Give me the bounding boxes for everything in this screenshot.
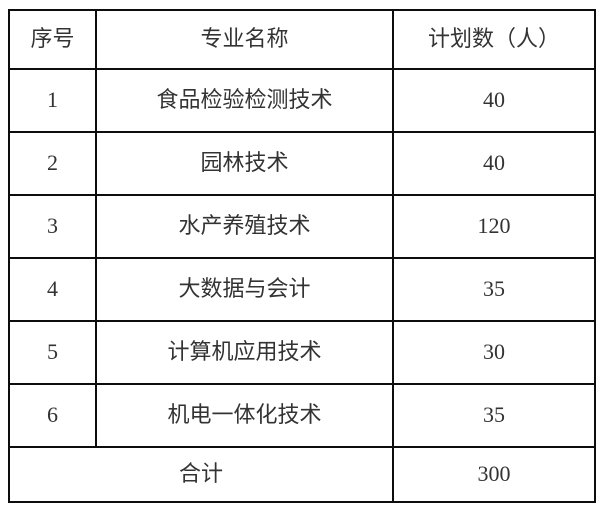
header-cell-serial-number: 序号 — [8, 9, 97, 70]
table-row: 1 食品检验检测技术 40 — [8, 68, 596, 133]
cell-major-name: 水产养殖技术 — [95, 194, 394, 259]
cell-serial-number: 4 — [8, 257, 97, 322]
table-row: 5 计算机应用技术 30 — [8, 320, 596, 385]
cell-major-name: 园林技术 — [95, 131, 394, 196]
header-cell-planned-count: 计划数（人） — [392, 9, 596, 70]
cell-serial-number: 2 — [8, 131, 97, 196]
cell-major-name: 机电一体化技术 — [95, 383, 394, 448]
cell-serial-number: 1 — [8, 68, 97, 133]
header-cell-major-name: 专业名称 — [95, 9, 394, 70]
table-header-row: 序号 专业名称 计划数（人） — [8, 9, 596, 70]
enrollment-plan-table: 序号 专业名称 计划数（人） 1 食品检验检测技术 40 2 园林技术 40 3… — [8, 9, 596, 503]
cell-planned-count: 40 — [392, 68, 596, 133]
table-row: 2 园林技术 40 — [8, 131, 596, 196]
cell-planned-count: 40 — [392, 131, 596, 196]
table-footer-row: 合计 300 — [8, 446, 596, 503]
cell-total-value: 300 — [392, 446, 596, 503]
cell-serial-number: 3 — [8, 194, 97, 259]
table-row: 4 大数据与会计 35 — [8, 257, 596, 322]
cell-major-name: 大数据与会计 — [95, 257, 394, 322]
cell-major-name: 食品检验检测技术 — [95, 68, 394, 133]
cell-serial-number: 6 — [8, 383, 97, 448]
cell-serial-number: 5 — [8, 320, 97, 385]
cell-planned-count: 30 — [392, 320, 596, 385]
cell-planned-count: 35 — [392, 383, 596, 448]
cell-planned-count: 120 — [392, 194, 596, 259]
table-row: 6 机电一体化技术 35 — [8, 383, 596, 448]
cell-major-name: 计算机应用技术 — [95, 320, 394, 385]
cell-planned-count: 35 — [392, 257, 596, 322]
table-row: 3 水产养殖技术 120 — [8, 194, 596, 259]
cell-total-label: 合计 — [8, 446, 394, 503]
